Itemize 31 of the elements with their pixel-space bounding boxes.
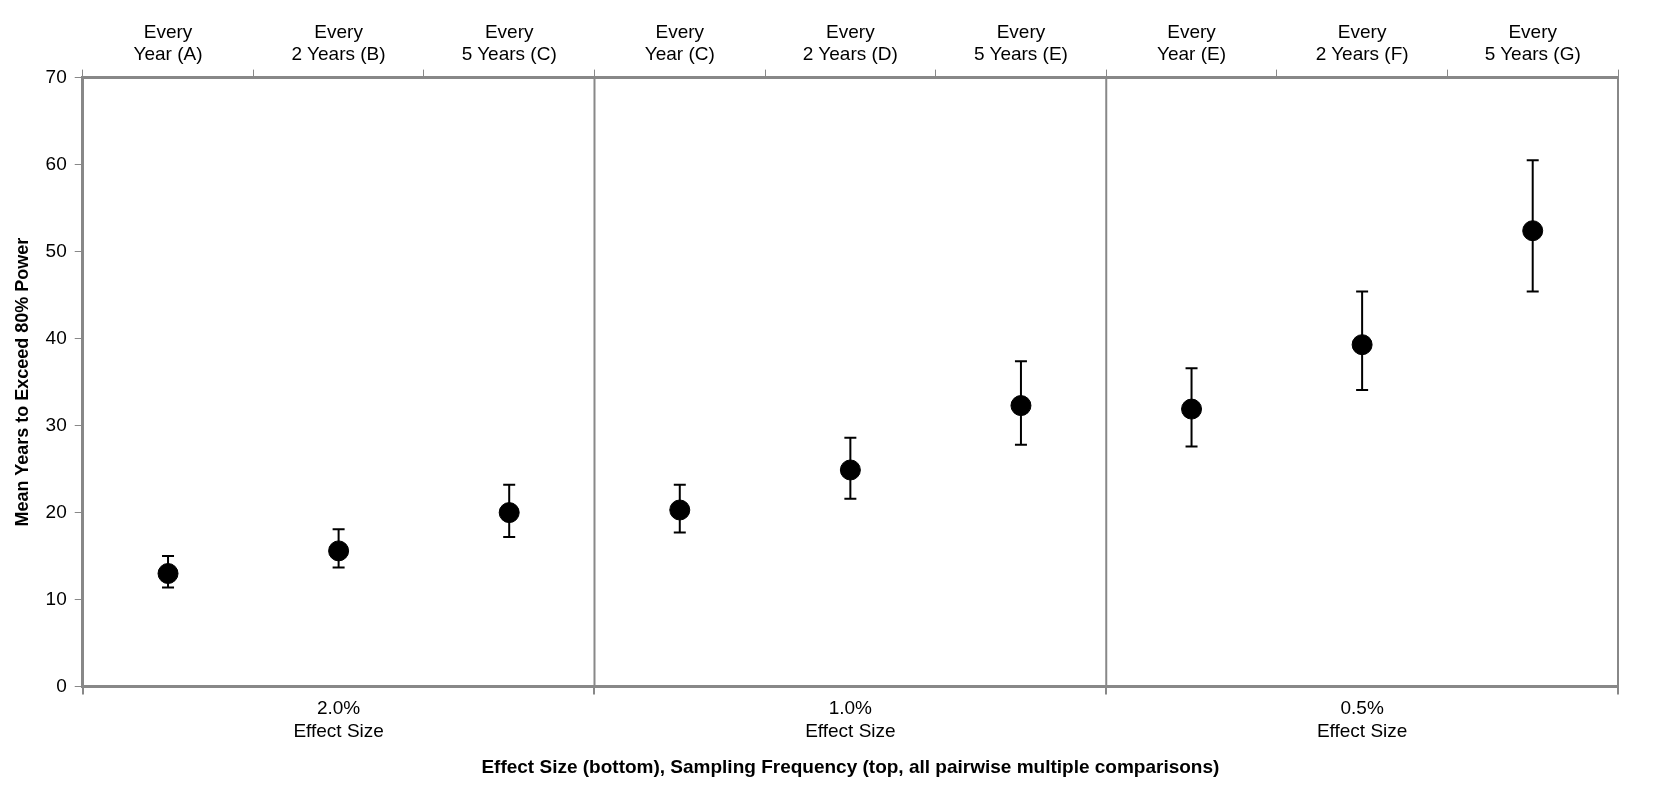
- x-tick-label: Every 5 Years (G): [1484, 20, 1581, 65]
- point: [328, 540, 350, 562]
- y-axis-title: Mean Years to Exceed 80% Power: [11, 237, 32, 527]
- x-tick-label: Every 5 Years (E): [973, 20, 1068, 65]
- x-tick-label: Every 2 Years (F): [1315, 20, 1409, 65]
- x-tick-label: Every Year (A): [133, 20, 203, 65]
- x-tick-label: Every 2 Years (D): [802, 20, 898, 65]
- point: [1181, 398, 1203, 420]
- text: 2.0% Effect Size: [293, 697, 384, 742]
- point: [157, 563, 179, 584]
- y-tick-label: 10: [45, 587, 67, 609]
- y-tick-label: 30: [45, 413, 67, 435]
- point: [1522, 220, 1544, 242]
- y-tick-label: 60: [45, 152, 67, 174]
- text: 0.5% Effect Size: [1316, 697, 1408, 742]
- point: [1010, 395, 1032, 417]
- x-axis-title: Effect Size (bottom), Sampling Frequency (top, all pairwise multiple comparisons): [481, 755, 1220, 777]
- x-tick-label: Every 5 Years (C): [461, 20, 557, 65]
- text: 1.0% Effect Size: [805, 697, 896, 742]
- x-tick-label: Every Year (E): [1157, 20, 1227, 65]
- point: [669, 499, 691, 521]
- point: [839, 459, 861, 481]
- y-tick-label: 50: [45, 239, 67, 261]
- y-tick-label: 40: [45, 326, 67, 348]
- y-tick-label: 0: [56, 674, 67, 696]
- y-tick-label: 20: [45, 500, 67, 522]
- y-tick-label: 70: [45, 65, 67, 87]
- point: [498, 502, 520, 524]
- x-tick-label: Every Year (C): [644, 20, 715, 65]
- point: [1351, 334, 1373, 356]
- x-tick-label: Every 2 Years (B): [291, 20, 386, 65]
